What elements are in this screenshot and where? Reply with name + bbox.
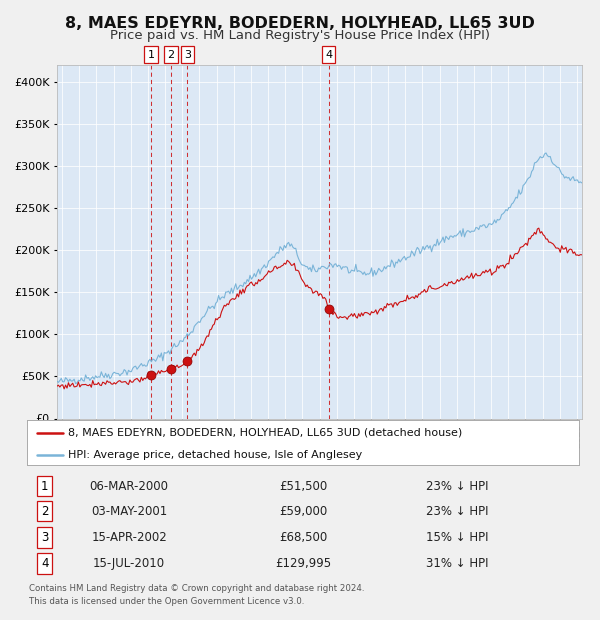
Text: £68,500: £68,500: [279, 531, 327, 544]
Text: 06-MAR-2000: 06-MAR-2000: [89, 480, 169, 493]
Text: 4: 4: [325, 50, 332, 60]
Text: 31% ↓ HPI: 31% ↓ HPI: [427, 557, 489, 570]
Text: HPI: Average price, detached house, Isle of Anglesey: HPI: Average price, detached house, Isle…: [68, 450, 362, 460]
Text: 8, MAES EDEYRN, BODEDERN, HOLYHEAD, LL65 3UD: 8, MAES EDEYRN, BODEDERN, HOLYHEAD, LL65…: [65, 16, 535, 30]
Text: 15-APR-2002: 15-APR-2002: [91, 531, 167, 544]
Text: 15% ↓ HPI: 15% ↓ HPI: [427, 531, 489, 544]
Text: 23% ↓ HPI: 23% ↓ HPI: [427, 505, 489, 518]
Text: 3: 3: [41, 531, 49, 544]
Text: £59,000: £59,000: [279, 505, 327, 518]
Text: Price paid vs. HM Land Registry's House Price Index (HPI): Price paid vs. HM Land Registry's House …: [110, 29, 490, 42]
Text: 4: 4: [41, 557, 49, 570]
Text: 2: 2: [41, 505, 49, 518]
Text: 03-MAY-2001: 03-MAY-2001: [91, 505, 167, 518]
Text: 1: 1: [41, 480, 49, 493]
Text: 2: 2: [167, 50, 175, 60]
Text: 1: 1: [148, 50, 155, 60]
Text: 3: 3: [184, 50, 191, 60]
Text: 8, MAES EDEYRN, BODEDERN, HOLYHEAD, LL65 3UD (detached house): 8, MAES EDEYRN, BODEDERN, HOLYHEAD, LL65…: [68, 428, 463, 438]
Text: Contains HM Land Registry data © Crown copyright and database right 2024.
This d: Contains HM Land Registry data © Crown c…: [29, 584, 364, 606]
Text: 15-JUL-2010: 15-JUL-2010: [93, 557, 165, 570]
Text: £51,500: £51,500: [279, 480, 327, 493]
Text: 23% ↓ HPI: 23% ↓ HPI: [427, 480, 489, 493]
Text: £129,995: £129,995: [275, 557, 331, 570]
